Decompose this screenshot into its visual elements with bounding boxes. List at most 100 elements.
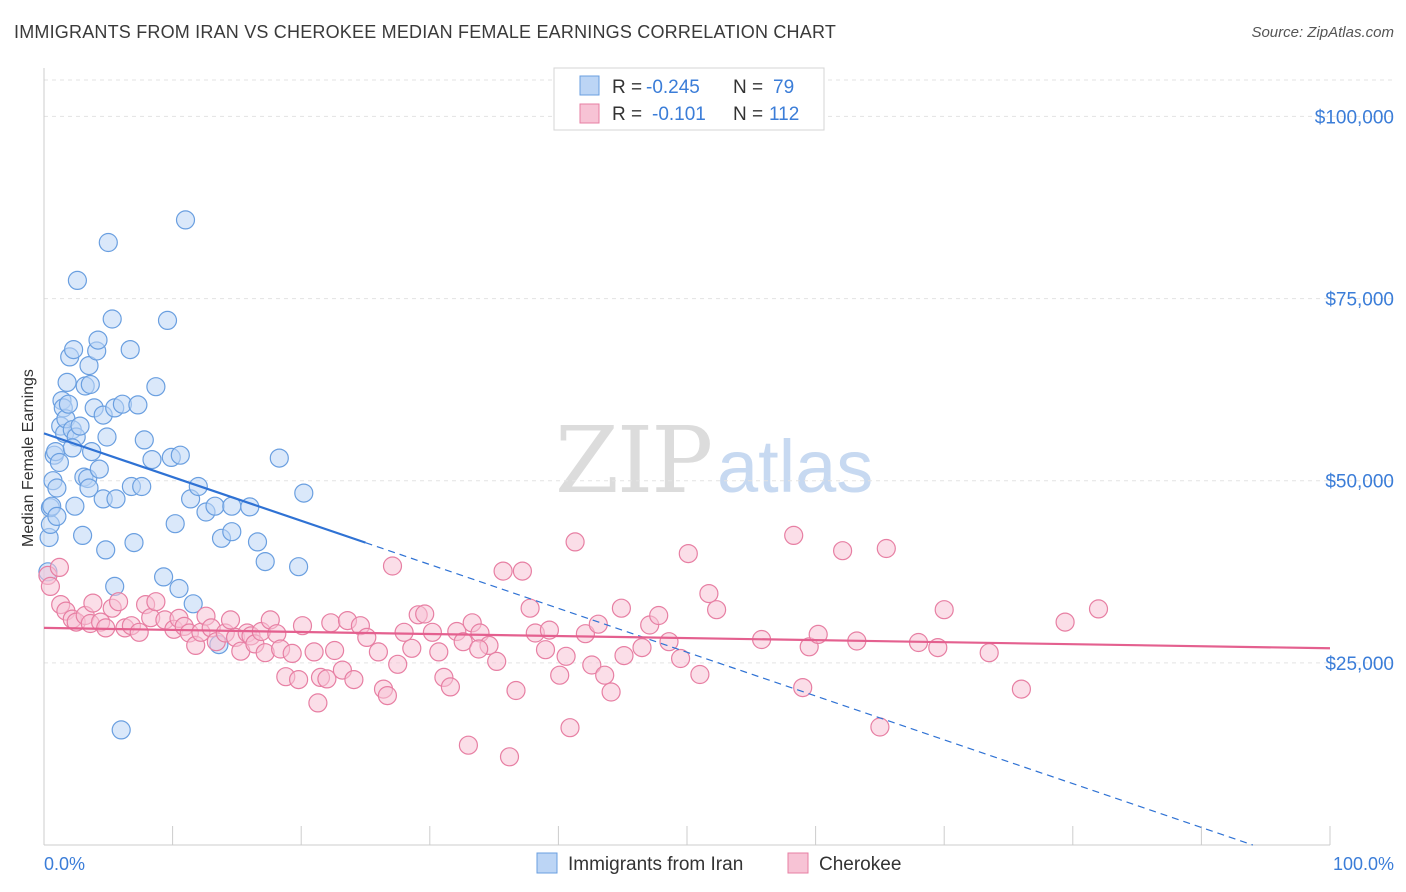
data-point — [247, 532, 268, 552]
data-point — [512, 561, 533, 581]
trend-line-cherokee — [43, 626, 1331, 650]
legend-r-label-cherokee: R = — [612, 104, 642, 125]
gridlines — [44, 79, 1392, 664]
data-point — [402, 638, 422, 658]
data-point — [183, 594, 203, 614]
data-point — [325, 640, 345, 661]
data-point — [220, 610, 241, 630]
watermark: ZIP atlas — [555, 407, 873, 514]
legend-r-value-iran: -0.245 — [646, 77, 700, 98]
data-point — [154, 567, 174, 587]
data-point — [47, 506, 67, 527]
data-point — [595, 665, 615, 685]
data-point — [1088, 599, 1109, 619]
data-point — [453, 632, 473, 652]
data-point — [170, 445, 190, 465]
data-point — [357, 627, 377, 648]
data-point — [47, 478, 67, 498]
data-point — [102, 309, 122, 329]
data-point — [784, 525, 804, 546]
legend-swatch-cherokee — [579, 103, 600, 124]
data-point — [588, 614, 608, 634]
data-point — [205, 496, 225, 516]
data-point — [575, 624, 596, 644]
y-tick-label: $50,000 — [1325, 472, 1394, 493]
trend-line-iran-extrapolated — [365, 542, 1254, 846]
data-point — [611, 598, 632, 618]
data-point — [106, 489, 126, 509]
data-point — [157, 310, 178, 330]
data-point — [308, 693, 328, 713]
data-point — [321, 613, 341, 633]
data-point — [63, 340, 84, 360]
data-point — [550, 665, 570, 685]
bottom-legend-label-cherokee: Cherokee — [819, 854, 901, 875]
data-point — [83, 593, 103, 613]
data-point — [388, 654, 408, 674]
data-point — [493, 561, 513, 581]
data-point — [304, 642, 324, 662]
data-point — [506, 680, 526, 701]
data-point — [146, 592, 166, 612]
data-point — [132, 476, 152, 497]
data-point — [1055, 612, 1075, 632]
data-point — [222, 522, 242, 542]
data-point — [832, 541, 853, 561]
x-ticks — [172, 826, 1331, 845]
legend-n-label-cherokee: N = — [733, 104, 763, 125]
svg-text:ZIP: ZIP — [555, 407, 711, 514]
chart-title: IMMIGRANTS FROM IRAN VS CHEROKEE MEDIAN … — [14, 22, 837, 42]
legend-swatch-iran — [579, 75, 600, 96]
y-tick-label: $100,000 — [1315, 107, 1394, 128]
y-axis-label: Median Female Earnings — [20, 369, 37, 547]
data-point — [292, 616, 313, 636]
data-point — [979, 643, 999, 663]
y-tick-labels: $25,000 $50,000 $75,000 $100,000 — [1315, 107, 1394, 674]
data-point — [876, 538, 896, 559]
data-point — [565, 532, 585, 552]
data-point — [601, 682, 621, 702]
data-point — [57, 372, 77, 392]
data-point — [289, 557, 309, 577]
data-point — [870, 717, 890, 737]
data-point — [487, 651, 507, 672]
data-point — [678, 543, 698, 564]
legend-n-value-cherokee: 112 — [769, 104, 799, 125]
data-point — [317, 669, 337, 689]
data-point — [344, 669, 364, 690]
data-point — [134, 430, 154, 450]
data-point — [394, 622, 414, 642]
data-point — [88, 330, 108, 350]
data-point — [706, 600, 727, 620]
data-point — [146, 377, 166, 397]
data-point — [458, 735, 478, 755]
data-point — [72, 525, 93, 546]
data-point — [649, 605, 669, 626]
data-point — [690, 664, 710, 685]
x-tick-label-end: 100.0% — [1333, 854, 1394, 874]
trend-lines — [43, 432, 1331, 846]
series-cherokee — [38, 525, 1109, 767]
data-point — [142, 450, 162, 470]
data-point — [289, 669, 309, 690]
data-point — [67, 270, 88, 290]
data-point — [614, 645, 634, 666]
bottom-legend-label-iran: Immigrants from Iran — [568, 854, 743, 875]
data-point — [129, 622, 149, 642]
data-point — [539, 620, 560, 640]
data-point — [632, 637, 652, 658]
legend-n-value-iran: 79 — [773, 77, 794, 98]
data-point — [80, 374, 100, 395]
data-point — [422, 622, 442, 642]
data-point — [535, 640, 556, 660]
data-point — [382, 556, 403, 576]
data-point — [499, 747, 520, 767]
data-point — [368, 642, 388, 662]
data-point — [294, 483, 314, 503]
y-tick-label: $75,000 — [1325, 290, 1394, 311]
data-point — [808, 624, 828, 645]
data-point — [108, 592, 129, 612]
data-point — [582, 655, 602, 675]
data-point — [128, 395, 148, 415]
data-point — [699, 583, 719, 604]
